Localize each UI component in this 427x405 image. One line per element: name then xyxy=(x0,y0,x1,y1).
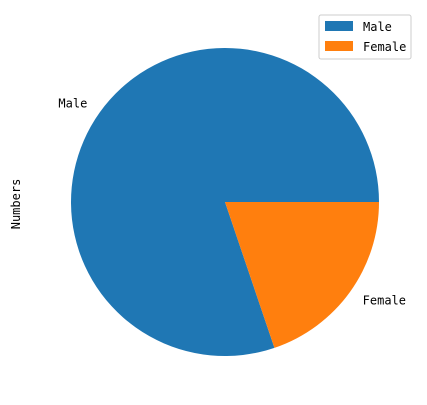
legend-swatch-male xyxy=(325,21,353,31)
pie-slices xyxy=(71,48,380,356)
legend: Male Female xyxy=(318,14,412,60)
legend-label-male: Male xyxy=(363,20,392,34)
pie-slice-female xyxy=(225,202,379,348)
pie-label-male: Male xyxy=(58,96,87,110)
legend-swatch-female xyxy=(325,41,353,51)
pie-label-female: Female xyxy=(363,294,406,308)
slice-labels: Male Female xyxy=(58,96,406,307)
legend-label-female: Female xyxy=(363,40,406,54)
y-axis-label: Numbers xyxy=(9,179,23,230)
